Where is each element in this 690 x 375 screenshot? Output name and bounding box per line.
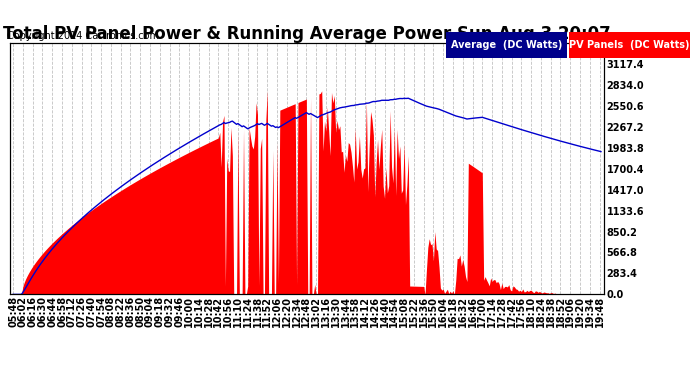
FancyBboxPatch shape (569, 32, 690, 58)
Text: PV Panels  (DC Watts): PV Panels (DC Watts) (569, 40, 690, 50)
Title: Total PV Panel Power & Running Average Power Sun Aug 3 20:07: Total PV Panel Power & Running Average P… (3, 25, 611, 43)
FancyBboxPatch shape (446, 32, 567, 58)
Text: Average  (DC Watts): Average (DC Watts) (451, 40, 562, 50)
Text: Copyright 2014 Cartronics.com: Copyright 2014 Cartronics.com (7, 32, 159, 41)
